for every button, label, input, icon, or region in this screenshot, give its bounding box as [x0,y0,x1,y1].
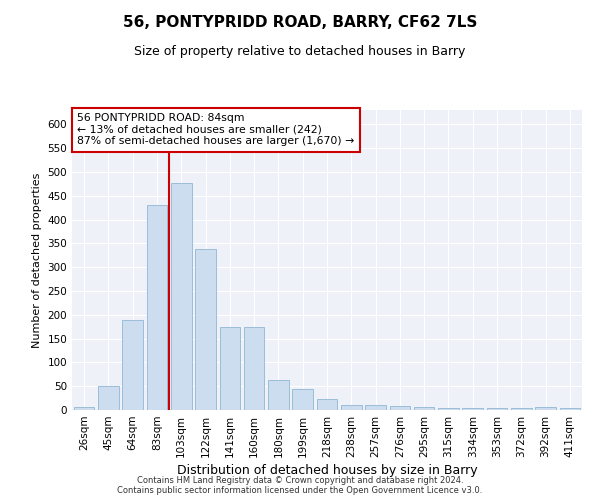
Text: 56 PONTYPRIDD ROAD: 84sqm
← 13% of detached houses are smaller (242)
87% of semi: 56 PONTYPRIDD ROAD: 84sqm ← 13% of detac… [77,113,355,146]
Y-axis label: Number of detached properties: Number of detached properties [32,172,42,348]
Bar [146,205,167,410]
Bar [74,407,94,410]
Bar [244,327,265,410]
Bar [365,405,386,410]
Bar [438,408,459,410]
Bar [317,398,337,410]
Bar [487,408,508,410]
Text: Contains HM Land Registry data © Crown copyright and database right 2024.
Contai: Contains HM Land Registry data © Crown c… [118,476,482,495]
Bar [463,408,483,410]
Bar [268,380,289,410]
Bar [171,183,191,410]
Bar [220,327,240,410]
Text: Size of property relative to detached houses in Barry: Size of property relative to detached ho… [134,45,466,58]
Bar [195,249,216,410]
Bar [389,406,410,410]
Text: 56, PONTYPRIDD ROAD, BARRY, CF62 7LS: 56, PONTYPRIDD ROAD, BARRY, CF62 7LS [123,15,477,30]
Bar [414,406,434,410]
Bar [560,408,580,410]
Bar [292,388,313,410]
Bar [122,320,143,410]
Bar [535,407,556,410]
X-axis label: Distribution of detached houses by size in Barry: Distribution of detached houses by size … [176,464,478,477]
Bar [98,386,119,410]
Bar [341,405,362,410]
Bar [511,408,532,410]
